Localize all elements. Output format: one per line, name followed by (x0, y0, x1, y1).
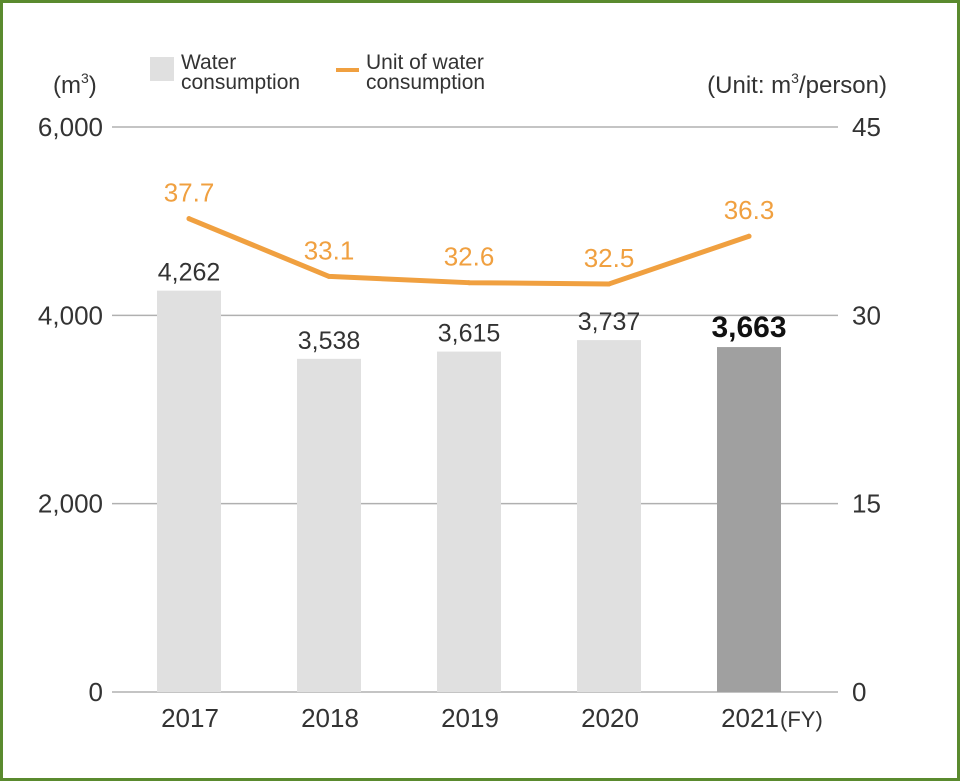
right-axis-unit-sup: 3 (791, 70, 799, 86)
line-value-labels: 37.7 33.1 32.6 32.5 36.3 (164, 178, 775, 273)
left-axis-tick-label: 6,000 (38, 112, 103, 142)
bar-value-label: 3,737 (578, 308, 641, 336)
bar-value-label: 3,615 (438, 320, 501, 348)
bar (577, 340, 641, 692)
line-series (186, 216, 752, 287)
x-axis-tick-label: 2017 (161, 703, 219, 733)
left-axis-unit-base: (m (53, 72, 81, 99)
line-value-label: 37.7 (164, 178, 215, 208)
left-axis-tick-label: 4,000 (38, 300, 103, 330)
x-axis-ticks: 2017 2018 2019 2020 2021 (161, 703, 779, 733)
right-axis-tick-label: 0 (852, 677, 866, 707)
bar-value-labels: 4,262 3,538 3,615 3,737 3,663 (158, 259, 787, 355)
bar (717, 347, 781, 692)
right-axis-ticks: 0 15 30 45 (852, 112, 881, 707)
legend-label-water-consumption-line1: Water (181, 51, 236, 74)
bar-value-label: 3,538 (298, 327, 361, 355)
line-point (746, 233, 752, 239)
line-value-label: 32.5 (584, 243, 635, 273)
legend-label-unit-water-consumption-line2: consumption (366, 71, 485, 94)
line-value-label: 33.1 (304, 235, 355, 265)
left-axis-unit: (m3) (53, 70, 97, 99)
right-axis-unit: (Unit: m3/person) (707, 70, 887, 99)
legend-swatch-water-consumption (150, 57, 174, 81)
right-axis-tick-label: 15 (852, 489, 881, 519)
x-axis-tick-label: 2019 (441, 703, 499, 733)
left-axis-unit-sup: 3 (81, 70, 89, 86)
x-axis-unit: (FY) (780, 707, 823, 732)
left-axis-ticks: 0 2,000 4,000 6,000 (38, 112, 103, 707)
bar-value-label: 4,262 (158, 259, 221, 287)
right-axis-tick-label: 30 (852, 300, 881, 330)
bar-value-label: 3,663 (711, 311, 786, 344)
right-axis-unit-close: /person) (799, 72, 887, 99)
line-point (466, 280, 472, 286)
line-value-label: 32.6 (444, 242, 495, 272)
bar (157, 290, 221, 692)
legend-label-water-consumption-line2: consumption (181, 71, 300, 94)
legend-label-unit-water-consumption-line1: Unit of water (366, 51, 484, 74)
right-axis-unit-base: (Unit: m (707, 72, 791, 99)
right-axis-tick-label: 45 (852, 112, 881, 142)
left-axis-tick-label: 0 (89, 677, 103, 707)
bar (437, 351, 501, 692)
x-axis-tick-label: 2018 (301, 703, 359, 733)
line-point (326, 273, 332, 279)
line-point (186, 216, 192, 222)
line-value-label: 36.3 (724, 195, 775, 225)
bar (297, 358, 361, 692)
x-axis-tick-label: 2021 (721, 703, 779, 733)
bars (157, 290, 781, 692)
left-axis-tick-label: 2,000 (38, 489, 103, 519)
legend: Water consumption Unit of water consumpt… (150, 51, 485, 94)
line-point (606, 281, 612, 287)
left-axis-unit-close: ) (89, 72, 97, 99)
x-axis-tick-label: 2020 (581, 703, 639, 733)
